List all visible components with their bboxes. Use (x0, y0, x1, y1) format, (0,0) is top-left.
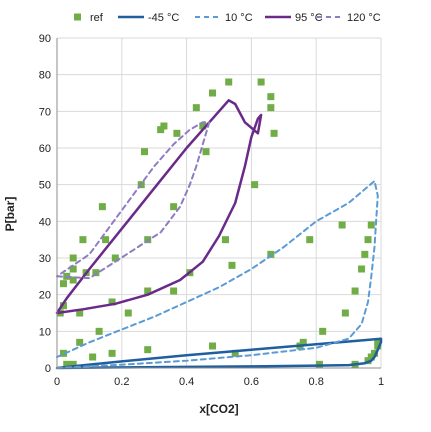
data-point-marker (98, 203, 106, 211)
y-tick-label: 0 (45, 363, 51, 375)
data-point-marker (231, 349, 239, 357)
x-tick-label: 1 (378, 376, 384, 388)
series-line (55, 99, 263, 315)
data-point-marker (160, 122, 168, 130)
data-point-marker (69, 360, 77, 368)
data-point-marker (173, 129, 181, 137)
data-point-marker (225, 78, 233, 86)
data-point-marker (319, 327, 327, 335)
data-point-marker (270, 129, 278, 137)
data-point-marker (69, 265, 77, 273)
data-point-marker (111, 254, 119, 262)
x-tick-label: 0.4 (179, 376, 194, 388)
data-point-marker (170, 287, 178, 295)
data-point-marker (79, 236, 87, 244)
legend: ref -45 °C 10 °C 95 °C 120 °C (74, 12, 381, 24)
data-point-marker (76, 338, 84, 346)
data-point-marker (108, 298, 116, 306)
data-point-marker (108, 349, 116, 357)
data-point-marker (267, 104, 275, 112)
data-point-marker (59, 280, 67, 288)
x-axis-title: x[CO2] (199, 402, 238, 416)
data-point-marker (124, 309, 132, 317)
x-tick-label: 0.6 (244, 376, 259, 388)
data-point-marker (364, 236, 372, 244)
data-point-marker (157, 126, 165, 134)
data-point-marker (374, 342, 382, 350)
data-point-marker (59, 349, 67, 357)
series-line (56, 180, 379, 369)
data-point-marker (251, 181, 259, 189)
series-line (55, 337, 383, 370)
data-point-marker (221, 236, 229, 244)
data-point-marker (89, 353, 97, 361)
legend-label: 120 °C (347, 12, 381, 24)
data-point-marker (69, 254, 77, 262)
data-point-marker (144, 346, 152, 354)
data-point-marker (144, 287, 152, 295)
data-point-marker (371, 349, 379, 357)
x-tick-label: 0.8 (309, 376, 324, 388)
data-point-marker (76, 309, 84, 317)
data-point-marker (170, 203, 178, 211)
data-point-marker (306, 236, 314, 244)
data-point-marker (358, 265, 366, 273)
data-point-marker (367, 353, 375, 361)
data-point-marker (209, 89, 217, 97)
y-tick-label: 10 (39, 326, 51, 338)
data-point-marker (140, 148, 148, 156)
data-point-marker (228, 261, 236, 269)
y-tick-label: 60 (39, 143, 51, 155)
y-tick-label: 20 (39, 290, 51, 302)
plot-area (55, 78, 383, 370)
data-point-marker (102, 236, 110, 244)
data-point-marker (202, 148, 210, 156)
data-point-marker (367, 221, 375, 229)
data-point-marker (92, 269, 100, 277)
legend-label: ref (90, 12, 104, 24)
data-point-marker (95, 327, 103, 335)
y-tick-label: 50 (39, 180, 51, 192)
y-tick-label: 70 (39, 106, 51, 118)
data-point-marker (209, 342, 217, 350)
y-tick-label: 40 (39, 216, 51, 228)
y-tick-label: 90 (39, 33, 51, 45)
data-point-marker (299, 338, 307, 346)
data-point-marker (199, 122, 207, 130)
data-point-marker (267, 93, 275, 101)
y-axis-title: P[bar] (3, 197, 17, 232)
data-point-marker (361, 250, 369, 258)
data-point-marker (59, 302, 67, 310)
data-point-marker (267, 250, 275, 258)
y-tick-label: 30 (39, 253, 51, 265)
data-point-marker (192, 104, 200, 112)
series-line (56, 121, 211, 280)
data-point-marker (63, 360, 71, 368)
data-point-marker (374, 338, 382, 346)
y-tick-label: 80 (39, 70, 51, 82)
x-tick-label: 0.2 (114, 376, 129, 388)
legend-label: -45 °C (148, 12, 179, 24)
legend-label: 95 °C (295, 12, 323, 24)
data-point-marker (341, 309, 349, 317)
data-point-marker (338, 221, 346, 229)
x-tick-label: 0 (54, 376, 60, 388)
legend-label: 10 °C (225, 12, 253, 24)
axes: 0 10 20 30 40 50 60 70 80 90 0 0.2 0.4 0.6 0.8 1 (39, 33, 384, 388)
data-point-marker (69, 276, 77, 284)
legend-marker (74, 13, 81, 21)
data-point-marker (351, 287, 359, 295)
data-point-marker (257, 78, 265, 86)
